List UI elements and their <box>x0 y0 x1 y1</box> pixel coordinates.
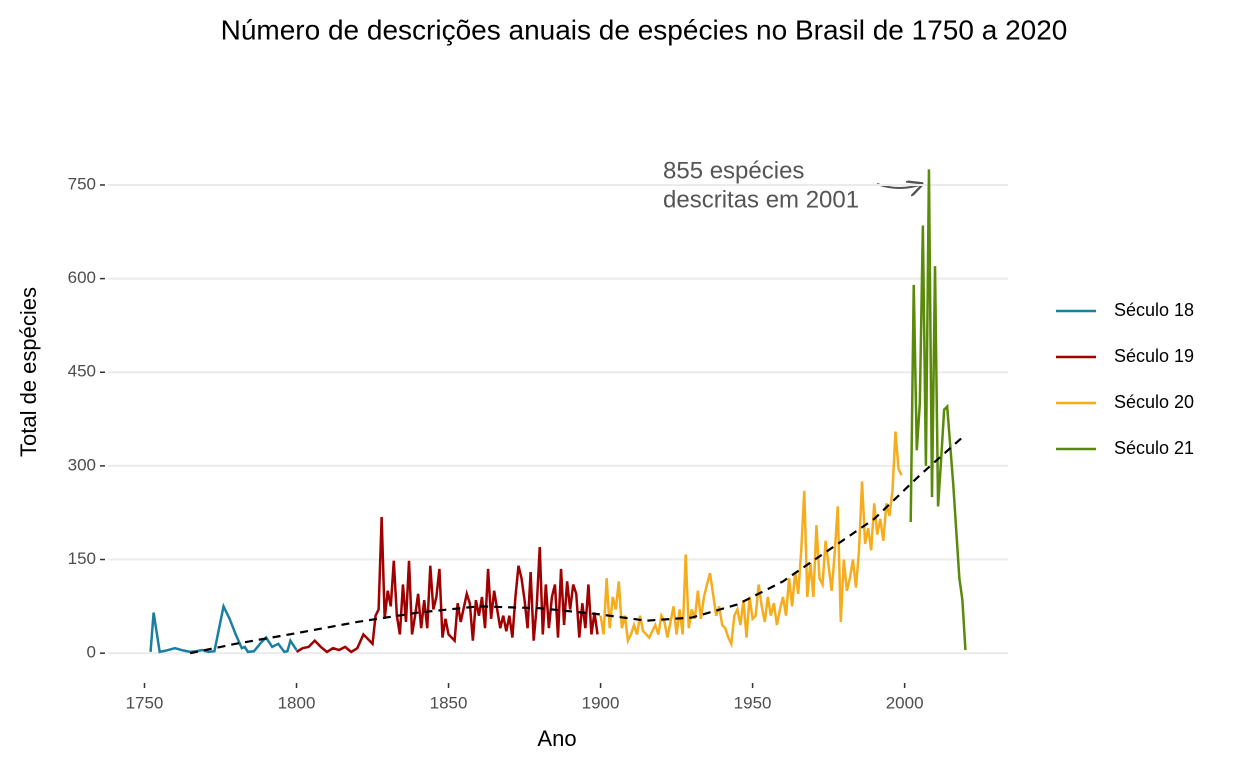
chart-title: Número de descrições anuais de espécies … <box>221 14 1068 45</box>
series-line <box>599 431 903 649</box>
x-tick-label: 1900 <box>582 693 620 712</box>
legend-label: Século 18 <box>1114 300 1194 320</box>
annotation: descritas em 2001 <box>663 186 859 213</box>
y-axis-title: Total de espécies <box>16 287 41 457</box>
legend-label: Século 21 <box>1114 438 1194 458</box>
y-tick-label: 0 <box>87 643 96 662</box>
x-tick-label: 1800 <box>278 693 316 712</box>
annotation: 855 espécies <box>663 157 804 184</box>
series-line <box>149 602 298 654</box>
x-tick-label: 2000 <box>886 693 924 712</box>
x-tick-label: 1850 <box>430 693 468 712</box>
y-tick-label: 750 <box>68 174 96 193</box>
y-tick-label: 600 <box>68 268 96 287</box>
series-line <box>295 517 599 654</box>
y-tick-label: 450 <box>68 362 96 381</box>
series-line <box>909 169 967 651</box>
y-tick-label: 300 <box>68 455 96 474</box>
x-axis-title: Ano <box>537 726 576 751</box>
legend-label: Século 20 <box>1114 392 1194 412</box>
legend-label: Século 19 <box>1114 346 1194 366</box>
y-tick-label: 150 <box>68 549 96 568</box>
x-tick-label: 1950 <box>734 693 772 712</box>
trend-line <box>189 433 967 655</box>
x-tick-label: 1750 <box>126 693 164 712</box>
